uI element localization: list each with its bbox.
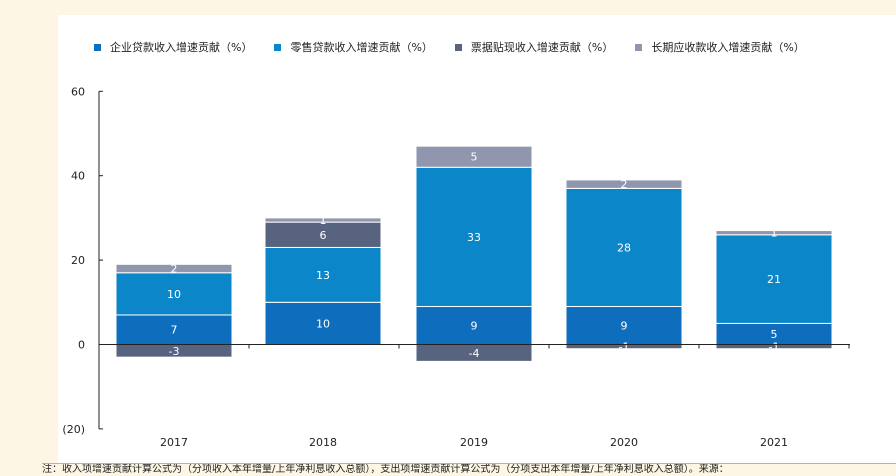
bar-segment bbox=[115, 314, 233, 345]
data-label: -4 bbox=[469, 347, 480, 360]
data-label: -3 bbox=[169, 345, 180, 358]
data-label: 1 bbox=[320, 214, 327, 227]
legend-swatch bbox=[94, 43, 101, 51]
bar-segment bbox=[415, 145, 533, 168]
chart-legend: 企业贷款收入增速贡献（%） 零售贷款收入增速贡献（%） 票据贴现收入增速贡献（%… bbox=[94, 38, 805, 56]
bar-segment bbox=[264, 221, 382, 248]
data-label: 6 bbox=[320, 229, 327, 242]
y-tick-label: 40 bbox=[71, 170, 85, 183]
bar-segment bbox=[115, 263, 233, 274]
bar-segment bbox=[565, 306, 683, 345]
data-label: 1 bbox=[771, 227, 778, 240]
legend-item-discount: 票据贴现收入增速贡献（%） bbox=[454, 39, 614, 55]
x-tick-label: 2021 bbox=[760, 436, 788, 449]
legend-label: 企业贷款收入增速贡献（%） bbox=[110, 41, 253, 54]
bar-segment bbox=[115, 272, 233, 316]
data-label: 28 bbox=[617, 241, 631, 254]
legend-item-corporate: 企业贷款收入增速贡献（%） bbox=[94, 39, 252, 55]
legend-swatch bbox=[635, 43, 643, 51]
y-tick-label: 60 bbox=[71, 85, 85, 98]
data-label: 10 bbox=[316, 317, 330, 330]
legend-label: 票据贴现收入增速贡献（%） bbox=[470, 41, 614, 54]
legend-item-receivable: 长期应收款收入增速贡献（%） bbox=[635, 39, 805, 55]
y-tick-label: 0 bbox=[78, 339, 85, 352]
x-tick-label: 2018 bbox=[309, 436, 337, 449]
data-label: -1 bbox=[619, 341, 630, 354]
x-tick-label: 2017 bbox=[160, 436, 188, 449]
bar-segment bbox=[565, 187, 683, 308]
bar-segment bbox=[264, 246, 382, 303]
data-label: -1 bbox=[769, 341, 780, 354]
y-tick-label: 20 bbox=[71, 254, 85, 267]
bar-segment bbox=[264, 217, 382, 223]
legend-label: 长期应收款收入增速贡献（%） bbox=[651, 41, 805, 54]
legend-item-retail: 零售贷款收入增速贡献（%） bbox=[274, 39, 433, 55]
legend-swatch bbox=[274, 43, 282, 51]
data-label: 21 bbox=[767, 273, 781, 286]
y-tick-label: (20) bbox=[62, 423, 85, 436]
x-tick-label: 2019 bbox=[460, 436, 488, 449]
data-label: 2 bbox=[621, 178, 628, 191]
bar-segment bbox=[715, 234, 833, 324]
data-label: 7 bbox=[171, 324, 178, 337]
data-label: 2 bbox=[171, 263, 178, 276]
legend-label: 零售贷款收入增速贡献（%） bbox=[290, 41, 433, 54]
bar-segment bbox=[264, 301, 382, 345]
data-label: 5 bbox=[471, 151, 478, 164]
data-label: 10 bbox=[167, 288, 181, 301]
data-label: 5 bbox=[771, 328, 778, 341]
data-label: 33 bbox=[467, 231, 481, 244]
x-tick-label: 2020 bbox=[610, 436, 638, 449]
data-label: 9 bbox=[471, 320, 478, 333]
data-label: 9 bbox=[621, 320, 628, 333]
bar-segment bbox=[715, 230, 833, 236]
bar-segment bbox=[565, 179, 683, 189]
bar-segment bbox=[415, 306, 533, 345]
footnote: 注：收入项增速贡献计算公式为（分项收入本年增量/上年净利息收入总额），支出项增速… bbox=[42, 463, 896, 476]
legend-swatch bbox=[454, 43, 462, 51]
bar-segment bbox=[415, 166, 533, 308]
data-label: 13 bbox=[316, 269, 330, 282]
